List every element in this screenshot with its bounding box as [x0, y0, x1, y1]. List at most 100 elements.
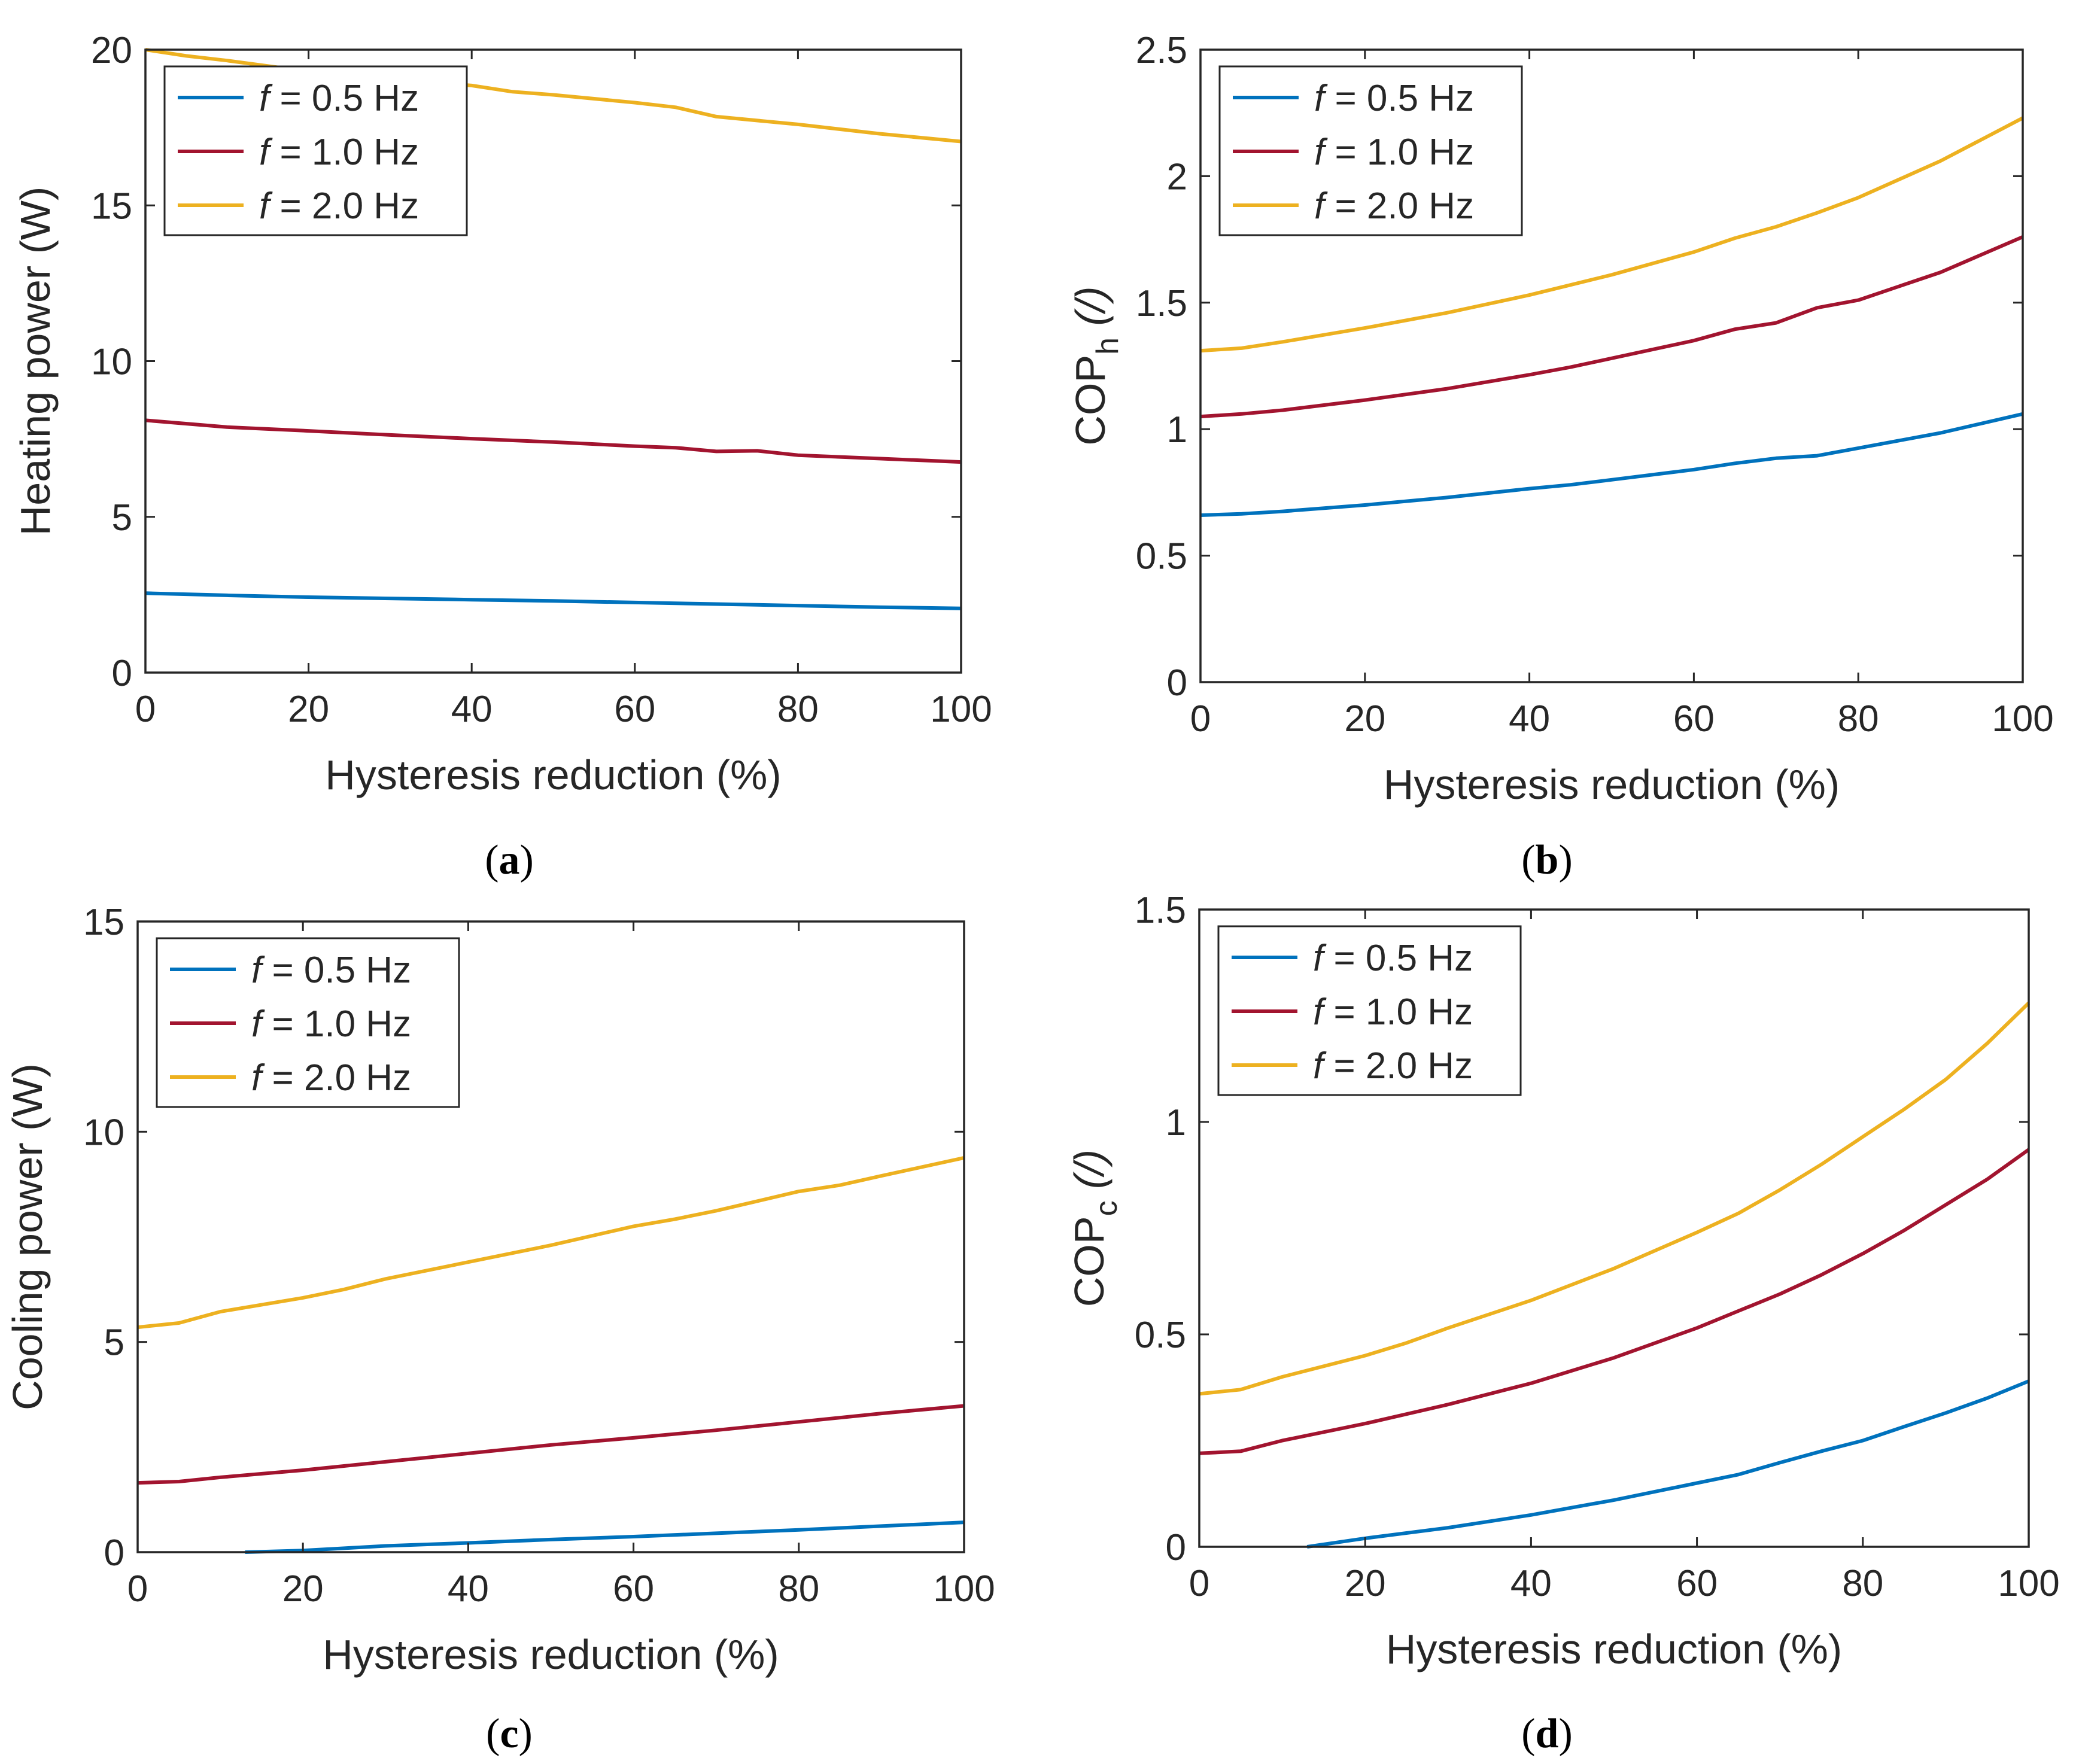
panel-a-ytick-label-1: 5 [112, 497, 132, 539]
panel-b-xtick-label-1: 20 [1344, 698, 1385, 740]
panel-a-series-3-line [145, 48, 962, 144]
panel-a-caption-close: ) [520, 837, 534, 883]
panel-a-legend-label-3-value: = 2.0 Hz [269, 185, 419, 227]
panel-a-legend-label-2: f = 1.0 Hz [259, 132, 419, 173]
panel-b: 0 20 40 60 80 100 0 0.5 1 1.5 2 2.5 Hysteresis reduc… [1067, 30, 2054, 883]
panel-b-ytick-label-3: 1.5 [1136, 283, 1187, 324]
panel-c-series-3-line [137, 1155, 965, 1330]
panel-a-caption-letter: a [499, 837, 520, 883]
panel-c-legend-label-1: f = 0.5 Hz [251, 950, 411, 991]
panel-b-xtick-label-0: 0 [1190, 698, 1211, 740]
panel-a-legend-label-3: f = 2.0 Hz [259, 185, 419, 227]
panel-b-ylabel-unit: (/) [1067, 286, 1114, 337]
panel-c-legend-label-2-value: = 1.0 Hz [262, 1003, 411, 1045]
panel-d-axes-box [1198, 908, 2030, 1548]
panel-c-caption: (c) [486, 1711, 533, 1757]
panel-d-ylabel-subscript: c [1089, 1200, 1124, 1216]
panel-d-ylabel: COPc (/) [1066, 1149, 1124, 1307]
panel-d-caption: (d) [1521, 1711, 1573, 1757]
panel-b-legend-label-3-value: = 2.0 Hz [1324, 185, 1474, 227]
panel-a-xtick-label-1: 20 [288, 689, 329, 730]
panel-c-axes-box [136, 920, 965, 1553]
panel-b-ylabel-subscript: h [1090, 337, 1125, 355]
panel-a-ytick-label-0: 0 [112, 653, 132, 694]
panel-b-xtick-label-2: 40 [1509, 698, 1550, 740]
panel-a-caption-open: ( [485, 837, 499, 883]
panel-c-caption-letter: c [500, 1711, 518, 1757]
panel-b-ylabel-main: COP [1067, 355, 1114, 446]
panel-a-ytick-label-4: 20 [91, 30, 132, 71]
panel-b-xtick-label-4: 80 [1838, 698, 1879, 740]
panel-b-series-3-line [1200, 116, 2024, 353]
panel-c-xtick-label-0: 0 [127, 1568, 148, 1610]
panel-c-legend-label-2: f = 1.0 Hz [251, 1003, 411, 1045]
panel-b-caption-close: ) [1558, 837, 1572, 883]
panel-b-axes-box [1199, 48, 2024, 683]
panel-d-legend-label-3: f = 2.0 Hz [1313, 1045, 1473, 1087]
panel-d-series-1-line [1306, 1379, 2030, 1549]
panel-d-xtick-label-1: 20 [1345, 1563, 1386, 1604]
panel-d-ylabel-main: COP [1066, 1216, 1113, 1307]
panel-a-legend-label-1: f = 0.5 Hz [259, 78, 419, 119]
panel-a-xtick-label-5: 100 [930, 689, 992, 730]
panel-c-ytick-label-3: 15 [83, 902, 124, 943]
panel-c-xtick-label-1: 20 [282, 1568, 324, 1610]
panel-b-series-1-line [1200, 412, 2023, 517]
panel-d-caption-open: ( [1521, 1711, 1535, 1757]
panel-b-ytick-label-0: 0 [1167, 662, 1187, 704]
panel-b-series-2-line [1200, 235, 2024, 419]
panel-a-caption: (a) [485, 837, 534, 883]
panel-d-xtick-label-3: 60 [1676, 1563, 1718, 1604]
panel-c-xtick-label-3: 60 [613, 1568, 654, 1610]
panel-a-series-2-line [145, 418, 962, 464]
panel-a-ylabel: Heating power (W) [12, 187, 59, 536]
panel-c-xlabel: Hysteresis reduction (%) [323, 1631, 779, 1678]
panel-b-legend-label-3: f = 2.0 Hz [1314, 185, 1474, 227]
panel-b-xlabel: Hysteresis reduction (%) [1384, 761, 1840, 808]
panel-c-ytick-label-0: 0 [104, 1532, 124, 1574]
panel-c-ytick-label-2: 10 [83, 1112, 124, 1153]
panel-b-ytick-label-5: 2.5 [1136, 30, 1187, 71]
panel-d-ytick-label-2: 1 [1166, 1102, 1186, 1143]
panel-a-ytick-label-3: 15 [91, 185, 132, 227]
panel-c-ylabel: Cooling power (W) [4, 1063, 51, 1410]
panel-d-ylabel-unit: (/) [1066, 1149, 1113, 1201]
panel-c-series-1-line [245, 1520, 965, 1554]
panel-a-ytick-label-2: 10 [91, 342, 132, 383]
panel-d-xtick-label-5: 100 [1998, 1563, 2059, 1604]
panel-a-legend-label-1-value: = 0.5 Hz [269, 78, 419, 119]
panel-b-ytick-label-2: 1 [1167, 409, 1187, 451]
panel-a-xtick-label-2: 40 [451, 689, 493, 730]
panel-c-legend-label-1-value: = 0.5 Hz [262, 950, 411, 991]
panel-d-xtick-label-4: 80 [1842, 1563, 1883, 1604]
panel-d-xtick-label-0: 0 [1189, 1563, 1209, 1604]
panel-d-xtick-label-2: 40 [1510, 1563, 1552, 1604]
panel-c-series-2-line [137, 1404, 965, 1485]
panel-a-xtick-label-3: 60 [614, 689, 655, 730]
panel-b-legend-label-2: f = 1.0 Hz [1314, 132, 1474, 173]
panel-c-xtick-label-5: 100 [933, 1568, 995, 1610]
panel-a-legend-label-2-value: = 1.0 Hz [269, 132, 419, 173]
panel-d-legend-label-1: f = 0.5 Hz [1313, 938, 1473, 979]
panel-b-caption: (b) [1521, 837, 1573, 883]
panel-d-ytick-label-3: 1.5 [1135, 890, 1186, 931]
panel-b-ytick-label-4: 2 [1167, 156, 1187, 197]
panel-b-ytick-label-1: 0.5 [1136, 536, 1187, 577]
panel-d-xlabel: Hysteresis reduction (%) [1386, 1626, 1842, 1672]
panel-d-legend-label-3-value: = 2.0 Hz [1323, 1045, 1473, 1087]
panel-c-xtick-label-4: 80 [778, 1568, 819, 1610]
panel-a-xtick-label-4: 80 [777, 689, 819, 730]
panel-d-series-3-line [1199, 1002, 2031, 1396]
panel-b-legend-label-1-value: = 0.5 Hz [1324, 78, 1474, 119]
panel-d-legend-label-2: f = 1.0 Hz [1313, 992, 1473, 1033]
panel-d-ytick-label-0: 0 [1166, 1527, 1186, 1568]
panel-c-caption-close: ) [519, 1711, 533, 1757]
panel-b-xtick-label-5: 100 [1992, 698, 2053, 740]
panel-b-ylabel: COPh (/) [1067, 286, 1125, 445]
panel-a-ylabel-main: Heating power (W) [12, 187, 59, 536]
panel-a-xtick-label-0: 0 [135, 689, 156, 730]
panel-a-xlabel: Hysteresis reduction (%) [325, 752, 781, 798]
panel-b-caption-letter: b [1536, 837, 1559, 883]
panel-b-legend-label-1: f = 0.5 Hz [1314, 78, 1474, 119]
